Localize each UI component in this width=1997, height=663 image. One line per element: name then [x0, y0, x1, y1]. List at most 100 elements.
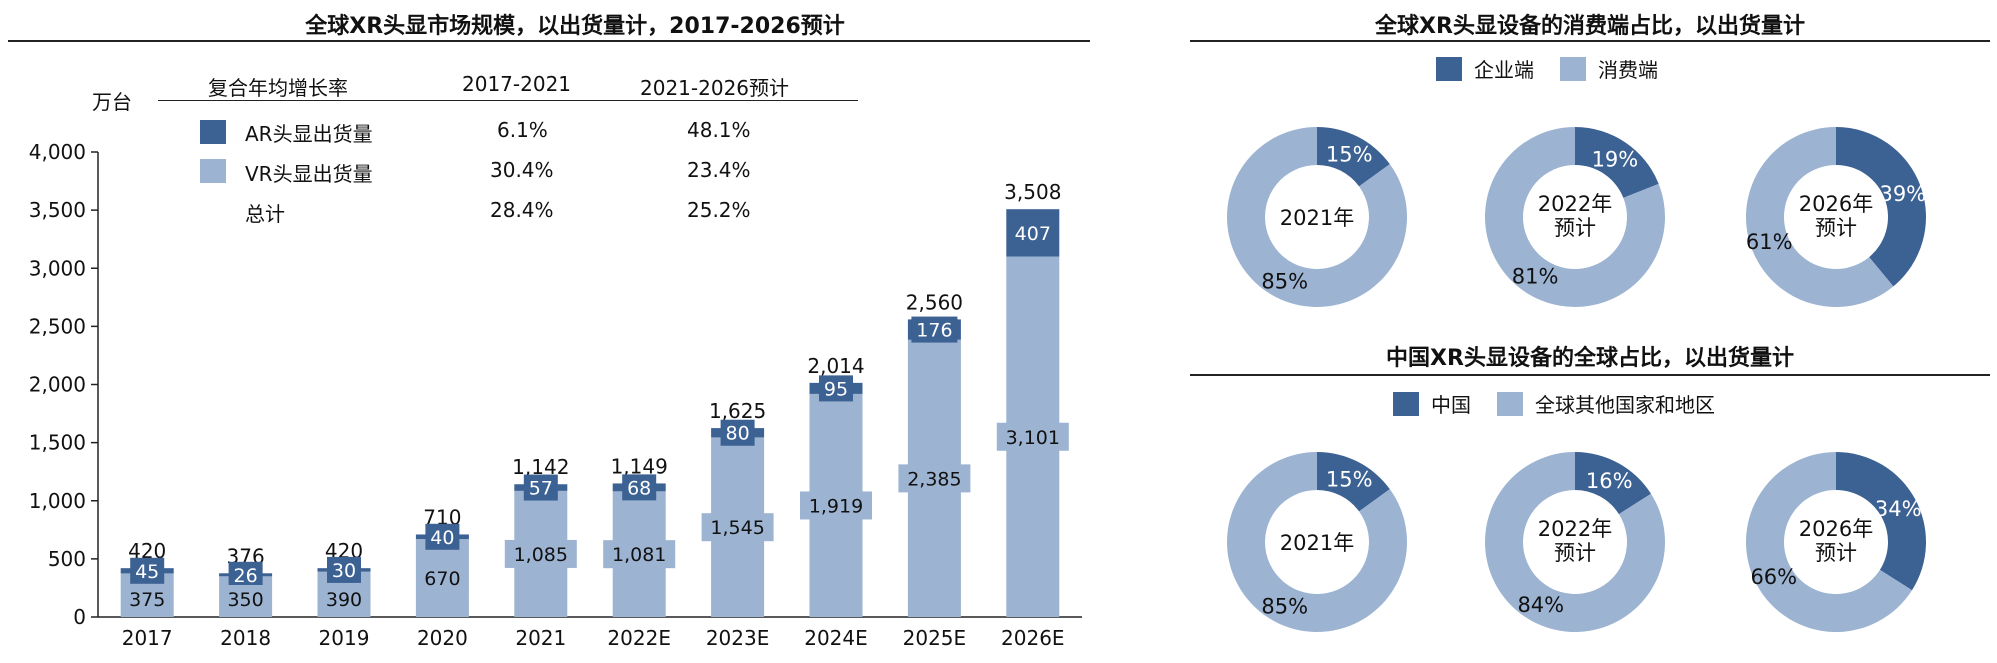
- vr-value-label: 375: [129, 589, 165, 611]
- legend-label-consumer: 消费端: [1598, 58, 1658, 82]
- china-share-slice-dark: [1836, 452, 1926, 591]
- legend-label-china: 中国: [1431, 393, 1471, 417]
- ar-value-label: 407: [1015, 223, 1051, 245]
- y-tick-label: 1,500: [29, 431, 86, 455]
- cagr-swatch-ar: [200, 120, 226, 144]
- china-share-center-label: 预计: [1815, 541, 1857, 565]
- y-tick-label: 0: [73, 605, 86, 629]
- vr-label-box: [603, 540, 676, 569]
- ar-label-box: [911, 316, 958, 343]
- x-tick-label: 2022E: [607, 626, 671, 650]
- ar-label-box: [819, 375, 853, 402]
- legend-label-enterprise: 企业端: [1474, 58, 1534, 82]
- consumer-share-title: 全球XR头显设备的消费端占比，以出货量计: [1375, 14, 1805, 39]
- legend-swatch-other: [1497, 391, 1523, 416]
- y-tick-label: 3,000: [29, 256, 86, 280]
- y-tick-label: 2,500: [29, 314, 86, 338]
- china-share-slice-light: [1745, 452, 1912, 633]
- y-tick-label: 1,000: [29, 489, 86, 513]
- vr-value-label: 3,101: [1006, 427, 1060, 449]
- ar-label-box: [327, 556, 361, 583]
- legend-label-other: 全球其他国家和地区: [1535, 393, 1715, 417]
- ar-label-box: [622, 474, 657, 501]
- x-tick-label: 2019: [319, 626, 370, 650]
- legend-swatch-china: [1393, 391, 1419, 416]
- y-tick-label: 4,000: [29, 140, 86, 164]
- china-share-label-light: 84%: [1517, 593, 1564, 617]
- ar-label-box: [523, 474, 558, 501]
- vr-label-box: [701, 513, 774, 542]
- cagr-header-p1: 2017-2021: [462, 72, 572, 96]
- vr-label-box: [320, 585, 368, 613]
- ar-value-label: 68: [627, 477, 651, 499]
- ar-value-label: 45: [135, 561, 159, 583]
- legend-swatch-enterprise: [1436, 56, 1462, 81]
- cagr-row-total-label: 总计: [245, 202, 285, 226]
- china-share-label-dark: 34%: [1875, 497, 1922, 521]
- consumer-share-label-dark: 39%: [1879, 182, 1926, 206]
- china-share-label-dark: 15%: [1326, 468, 1373, 492]
- china-share-title-rule: [1190, 374, 1990, 376]
- stacked-bar-chart: 0 500 1,000 1,500 2,000 2,500 3,000 3,500 4,000 2…: [29, 140, 1082, 650]
- consumer-share-label-light: 81%: [1512, 265, 1559, 289]
- consumer-share-slice-light: [1746, 127, 1894, 307]
- consumer-share-center-label: 预计: [1554, 216, 1596, 240]
- vr-label-box: [504, 539, 577, 568]
- cagr-row-ar-p1: 6.1%: [497, 118, 548, 142]
- ar-value-label: 57: [529, 478, 553, 500]
- ar-value-label: 95: [824, 378, 848, 400]
- vr-value-label: 1,919: [809, 495, 863, 517]
- china-share-slice-light: [1227, 452, 1407, 632]
- china-share-label-light: 85%: [1261, 594, 1308, 618]
- vr-value-label: 1,085: [514, 544, 568, 566]
- x-tick-label: 2017: [122, 626, 173, 650]
- vr-label-box: [996, 422, 1069, 451]
- consumer-share-slice-dark: [1575, 127, 1659, 198]
- consumer-share-label-light: 85%: [1261, 269, 1308, 293]
- consumer-share-slice-dark: [1836, 127, 1926, 287]
- china-share-label-light: 66%: [1750, 565, 1797, 589]
- china-share-center-label: 2021年: [1280, 531, 1354, 555]
- ar-value-label: 176: [916, 320, 952, 342]
- cagr-row-total-p2: 25.2%: [687, 198, 751, 222]
- total-label: 3,508: [1004, 180, 1061, 204]
- x-tick-label: 2026E: [1001, 626, 1065, 650]
- vr-label-box: [898, 464, 971, 493]
- ar-label-box: [130, 557, 165, 584]
- china-share-slice-dark: [1575, 452, 1651, 515]
- ar-value-label: 26: [234, 565, 258, 587]
- cagr-row-ar-label: AR头显出货量: [245, 122, 373, 146]
- consumer-share-label-dark: 19%: [1592, 147, 1639, 171]
- y-unit-label: 万台: [92, 90, 132, 114]
- cagr-row-vr-label: VR头显出货量: [245, 162, 373, 186]
- cagr-swatch-vr: [200, 159, 226, 183]
- vr-label-box: [221, 585, 270, 613]
- ar-label-box: [228, 561, 263, 588]
- legend-swatch-consumer: [1560, 56, 1586, 81]
- china-share-title: 中国XR头显设备的全球占比，以出货量计: [1386, 346, 1794, 371]
- china-share-center-label: 2022年: [1538, 517, 1612, 541]
- vr-label-box: [123, 585, 172, 613]
- vr-label-box: [418, 564, 467, 593]
- vr-value-label: 390: [326, 589, 362, 611]
- x-tick-label: 2023E: [706, 626, 770, 650]
- cagr-row-vr-p1: 30.4%: [490, 158, 554, 182]
- x-tick-label: 2021: [515, 626, 566, 650]
- ar-label-box: [1009, 219, 1056, 246]
- ar-label-box: [720, 419, 755, 446]
- x-tick-label: 2018: [220, 626, 271, 650]
- x-tick-label: 2020: [417, 626, 468, 650]
- consumer-share-legend: 企业端 消费端: [1436, 54, 1658, 83]
- consumer-share-slice-dark: [1317, 127, 1390, 187]
- vr-value-label: 670: [424, 568, 460, 590]
- cagr-row-vr-p2: 23.4%: [687, 158, 751, 182]
- consumer-share-center-label: 2022年: [1538, 192, 1612, 216]
- cagr-header-label: 复合年均增长率: [208, 76, 348, 100]
- china-share-center-label: 2026年: [1799, 517, 1873, 541]
- china-share-slice-dark: [1317, 452, 1390, 512]
- ar-value-label: 80: [726, 423, 750, 445]
- cagr-header-p2: 2021-2026预计: [640, 76, 790, 100]
- total-label: 1,625: [709, 399, 766, 423]
- vr-value-label: 1,081: [612, 544, 666, 566]
- consumer-share-slice-light: [1227, 127, 1407, 307]
